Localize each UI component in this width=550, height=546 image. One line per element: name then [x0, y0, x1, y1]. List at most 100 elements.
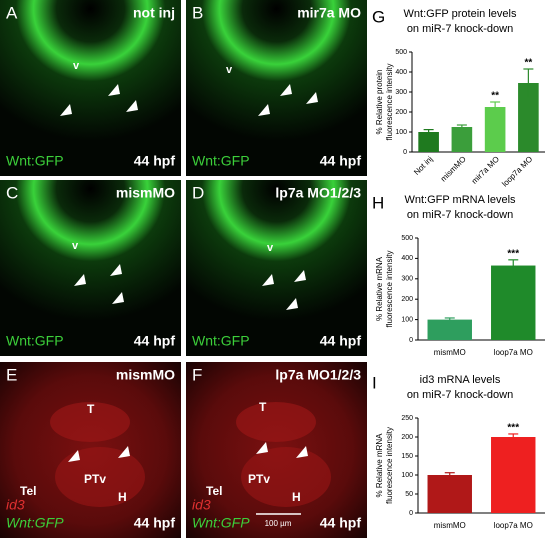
chart-title: Wnt:GFP protein levels [404, 8, 517, 20]
signal-blob [236, 402, 316, 442]
y-tick-label: 500 [401, 235, 413, 242]
condition-label: not inj [133, 5, 175, 21]
stage-label: 44 hpf [134, 153, 176, 169]
bar [518, 83, 539, 152]
arrowhead [258, 104, 270, 116]
condition-label: lp7a MO1/2/3 [275, 367, 361, 383]
bar [484, 107, 506, 152]
scale-bar-label: 100 µm [265, 519, 292, 528]
x-tick-label: loop7a MO [494, 521, 533, 530]
y-axis-label: fluorescence intensity [385, 251, 394, 328]
chart-title: id3 mRNA levels [420, 374, 501, 386]
marker-label: Wnt:GFP [192, 515, 250, 531]
micrograph [186, 180, 367, 356]
region-label: Tel [20, 484, 36, 498]
y-axis-label: fluorescence intensity [385, 64, 394, 141]
chart-title: on miR-7 knock-down [407, 209, 513, 221]
chart-letter: I [372, 373, 377, 392]
chart-letter: G [372, 7, 385, 26]
stage-label: 44 hpf [320, 515, 362, 531]
x-tick-label: Not inj [412, 154, 435, 177]
panel-letter: D [192, 183, 204, 202]
y-tick-label: 0 [409, 337, 413, 344]
stage-label: 44 hpf [320, 333, 362, 349]
panel-letter: E [6, 365, 17, 384]
condition-label: mismMO [116, 367, 175, 383]
y-tick-label: 0 [409, 510, 413, 517]
region-label: H [118, 490, 127, 504]
arrowhead [256, 442, 268, 454]
error-bar [508, 259, 519, 272]
significance-label: *** [507, 248, 519, 259]
y-tick-label: 300 [395, 89, 407, 96]
stage-label: 44 hpf [134, 515, 176, 531]
region-label: T [259, 400, 267, 414]
y-tick-label: 50 [405, 491, 413, 498]
y-tick-label: 0 [403, 149, 407, 156]
chart-title: on miR-7 knock-down [407, 23, 513, 35]
micrograph [186, 0, 367, 176]
y-tick-label: 200 [395, 109, 407, 116]
signal-blob [241, 447, 331, 507]
y-tick-label: 500 [395, 49, 407, 56]
marker-label: Wnt:GFP [192, 153, 250, 169]
bar [418, 132, 439, 152]
region-label: Tel [206, 484, 222, 498]
region-label: PTv [248, 472, 270, 486]
region-label: PTv [84, 472, 106, 486]
bar [427, 475, 472, 513]
y-tick-label: 100 [395, 129, 407, 136]
y-tick-label: 150 [401, 453, 413, 460]
marker-label: Wnt:GFP [192, 333, 250, 349]
x-tick-label: mismMO [434, 521, 466, 530]
y-tick-label: 300 [401, 276, 413, 283]
chart-title: Wnt:GFP mRNA levels [404, 194, 516, 206]
chart-title: on miR-7 knock-down [407, 389, 513, 401]
arrowhead [108, 84, 120, 96]
y-axis-label: fluorescence intensity [385, 427, 394, 504]
stage-label: 44 hpf [134, 333, 176, 349]
arrowhead [110, 264, 122, 276]
error-bar [444, 472, 455, 478]
bar [491, 265, 536, 340]
arrowhead [68, 450, 80, 462]
y-axis-label: % Relative mRNA [375, 256, 384, 321]
marker-label: Wnt:GFP [6, 153, 64, 169]
region-label: T [87, 402, 95, 416]
condition-label: lp7a MO1/2/3 [275, 185, 361, 201]
bar [451, 127, 473, 152]
micrograph [0, 0, 181, 176]
error-bar [444, 317, 455, 322]
region-label: v [72, 240, 79, 252]
marker-label: Wnt:GFP [6, 515, 64, 531]
y-tick-label: 400 [395, 69, 407, 76]
error-bar [423, 129, 434, 135]
y-tick-label: 400 [401, 255, 413, 262]
region-label: v [267, 242, 274, 254]
error-bar [490, 101, 501, 112]
x-tick-label: mismMO [439, 155, 468, 184]
arrowhead [118, 446, 130, 458]
marker-label: id3 [192, 497, 211, 513]
signal-blob [55, 447, 145, 507]
arrowhead [112, 292, 124, 304]
signal-blob [50, 402, 130, 442]
arrowhead [296, 446, 308, 458]
y-axis-label: % Relative mRNA [375, 433, 384, 498]
region-label: v [73, 60, 80, 72]
y-tick-label: 200 [401, 434, 413, 441]
y-tick-label: 250 [401, 415, 413, 422]
x-tick-label: loop7a MO [500, 155, 534, 189]
panel-letter: A [6, 3, 18, 22]
condition-label: mismMO [116, 185, 175, 201]
error-bar [456, 124, 467, 129]
arrowhead [126, 100, 138, 112]
bar [427, 319, 472, 340]
x-tick-label: mir7a MO [470, 155, 501, 186]
region-label: v [226, 64, 233, 76]
